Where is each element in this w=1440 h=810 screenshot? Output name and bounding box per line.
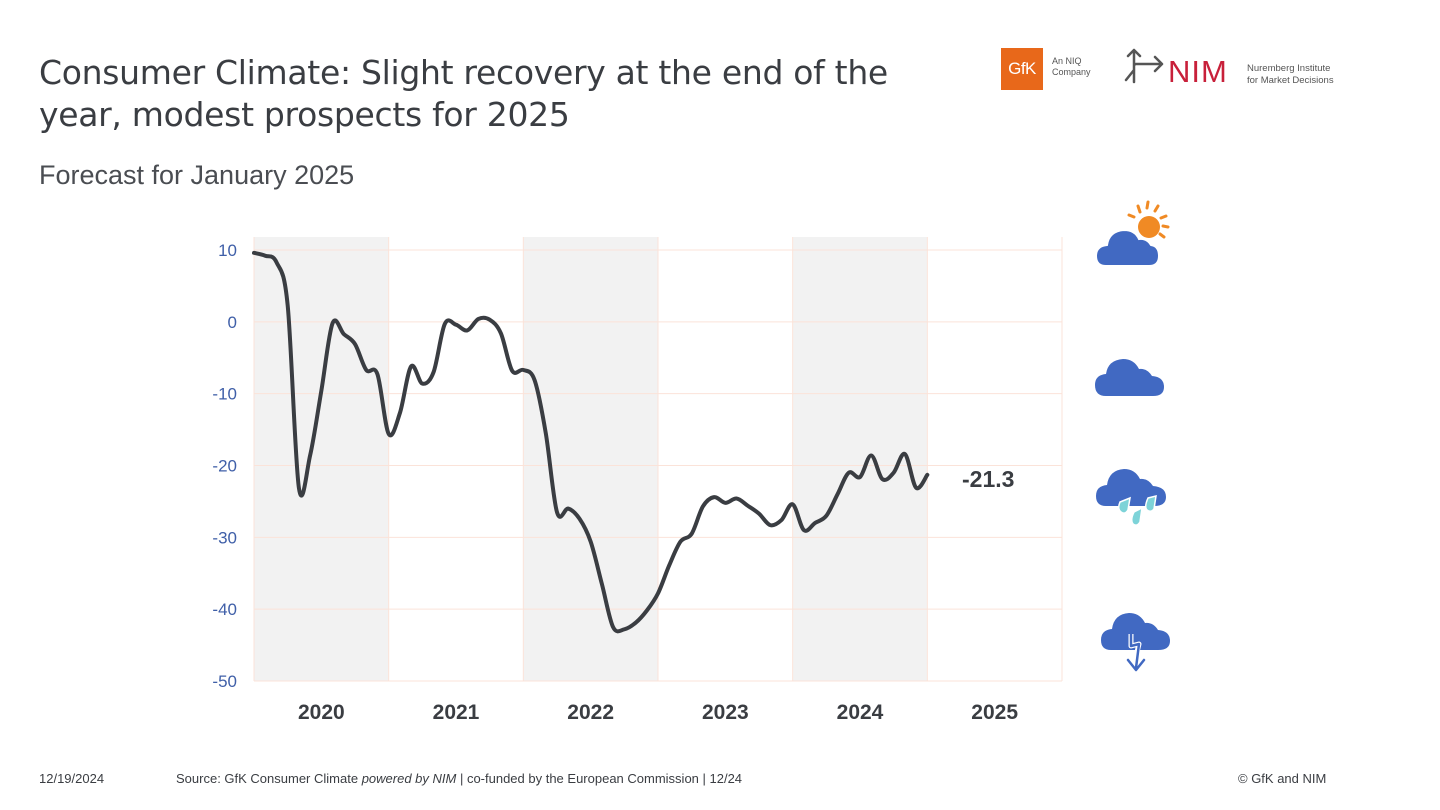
- year-band-2022: [523, 237, 658, 681]
- x-tick-label: 2022: [567, 701, 614, 724]
- gridlines: [253, 237, 1063, 682]
- gfk-tagline-line1: An NIQ: [1052, 56, 1082, 66]
- y-axis-ticks: 10 0 -10 -20 -30 -40 -50: [212, 241, 237, 691]
- x-tick-label: 2020: [298, 701, 345, 724]
- x-axis-ticks: 2020 2021 2022 2023 2024 2025: [298, 701, 1018, 724]
- gfk-logo: GfK: [1001, 48, 1043, 90]
- page-title: Consumer Climate: Slight recovery at the…: [39, 53, 888, 134]
- y-tick-label: -40: [212, 600, 237, 619]
- x-tick-label: 2024: [837, 701, 884, 724]
- footer-source: Source: GfK Consumer Climate powered by …: [176, 771, 742, 786]
- footer-date: 12/19/2024: [39, 771, 105, 786]
- gfk-logo-mark: GfK: [1008, 59, 1036, 78]
- page-subtitle: Forecast for January 2025: [39, 160, 355, 190]
- source-italic: powered by NIM: [361, 771, 457, 786]
- year-band-2024: [792, 237, 928, 681]
- y-tick-label: -20: [212, 457, 237, 476]
- nim-tagline-line1: Nuremberg Institute: [1247, 63, 1331, 74]
- nim-tagline-line2: for Market Decisions: [1247, 75, 1334, 86]
- y-tick-label: 10: [218, 241, 237, 260]
- x-tick-label: 2025: [971, 701, 1018, 724]
- y-tick-label: -50: [212, 672, 237, 691]
- year-bands: [254, 237, 928, 681]
- source-prefix: Source: GfK Consumer Climate: [176, 771, 362, 786]
- y-tick-label: -10: [212, 385, 237, 404]
- x-tick-label: 2021: [433, 701, 480, 724]
- sun-behind-cloud-icon: [1094, 200, 1170, 267]
- series-line-consumer-climate: [252, 250, 930, 634]
- gfk-tagline-line2: Company: [1052, 67, 1091, 77]
- cloud-icon: [1095, 359, 1164, 396]
- nim-arrow-icon: [1124, 48, 1164, 84]
- source-suffix: | co-funded by the European Commission |…: [456, 771, 743, 786]
- rain-cloud-icon: [1096, 469, 1166, 526]
- footer-copyright: © GfK and NIM: [1238, 771, 1327, 786]
- gfk-tagline: An NIQ Company: [1052, 56, 1091, 78]
- nim-logo-mark: NIM: [1168, 54, 1228, 89]
- x-tick-label: 2023: [702, 701, 749, 724]
- y-tick-label: -30: [212, 528, 237, 547]
- nim-tagline: Nuremberg Institute for Market Decisions: [1247, 63, 1334, 87]
- storm-cloud-icon: [1101, 613, 1170, 672]
- year-band-2020: [254, 237, 389, 681]
- end-value-label: -21.3: [962, 466, 1014, 492]
- y-tick-label: 0: [228, 313, 237, 332]
- series-points: [253, 252, 928, 630]
